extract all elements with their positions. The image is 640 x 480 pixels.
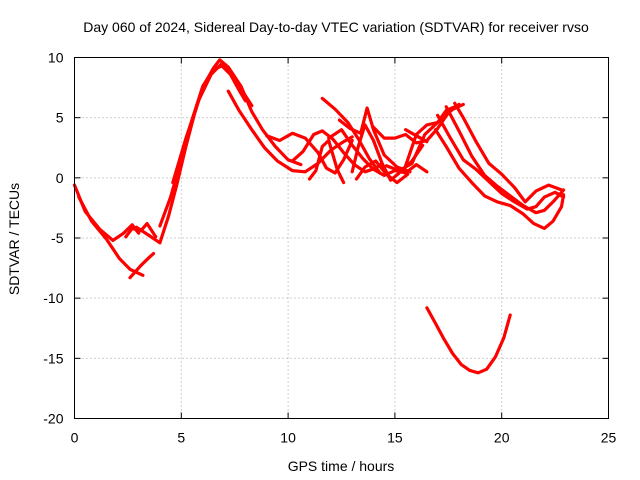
- x-tick-label: 25: [601, 430, 617, 446]
- x-tick-labels: 0 5 10 15 20 25: [71, 430, 617, 446]
- y-tick-labels: -20 -15 -10 -5 0 5 10: [43, 50, 63, 427]
- series-line-track-10: [290, 129, 384, 174]
- series-line-track-9: [265, 131, 354, 175]
- series-line-track-7: [171, 61, 254, 185]
- series-line-track-22: [436, 113, 566, 211]
- series-line-track-4: [128, 252, 156, 280]
- x-tick-label: 20: [494, 430, 510, 446]
- grid-lines: [74, 57, 609, 419]
- series-line-track-20: [404, 128, 429, 144]
- y-tick-label: 10: [48, 50, 64, 66]
- y-tick-label: -10: [43, 290, 63, 306]
- y-tick-label: 5: [56, 110, 64, 126]
- series-line-track-17: [371, 102, 461, 145]
- x-tick-label: 5: [177, 430, 185, 446]
- series-line-track-21: [433, 128, 566, 230]
- series-line-track-13: [327, 128, 429, 177]
- series-line-track-24: [453, 101, 564, 204]
- y-axis-label: SDTVAR / TECUs: [6, 183, 22, 295]
- y-tick-label: -5: [51, 230, 64, 246]
- series-line-track-25: [425, 306, 512, 375]
- x-tick-label: 10: [280, 430, 296, 446]
- series-line-track-11: [307, 138, 346, 185]
- series-line-track-18: [384, 102, 465, 173]
- x-tick-label: 0: [71, 430, 79, 446]
- chart-title: Day 060 of 2024, Sidereal Day-to-day VTE…: [83, 19, 589, 35]
- x-tick-label: 15: [387, 430, 403, 446]
- y-tick-label: 0: [56, 170, 64, 186]
- series-line-track-23: [444, 105, 566, 215]
- y-tick-label: -15: [43, 350, 63, 366]
- series-line-track-2: [77, 195, 145, 277]
- axis-ticks: [74, 57, 609, 419]
- x-axis-label: GPS time / hours: [288, 458, 395, 474]
- series-line-track-14: [337, 106, 412, 174]
- series-line-track-5: [134, 58, 303, 245]
- series-line-track-8: [226, 89, 354, 174]
- series-line-track-16: [354, 159, 410, 185]
- series-group: [72, 58, 566, 375]
- y-tick-label: -20: [43, 411, 63, 427]
